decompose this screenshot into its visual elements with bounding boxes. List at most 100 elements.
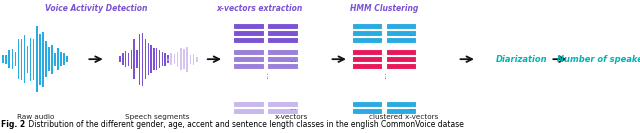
- Bar: [6, 55, 7, 64]
- Text: HMM Clustering: HMM Clustering: [350, 4, 418, 13]
- Bar: [268, 49, 298, 55]
- Bar: [352, 101, 383, 107]
- Bar: [136, 50, 138, 68]
- Bar: [45, 41, 47, 77]
- Bar: [186, 47, 188, 72]
- Text: ...: ...: [408, 55, 415, 64]
- Bar: [133, 39, 135, 79]
- Bar: [122, 53, 124, 65]
- Bar: [33, 39, 35, 80]
- Text: Voice Activity Detection: Voice Activity Detection: [45, 4, 147, 13]
- Text: ...: ...: [380, 71, 388, 79]
- Bar: [119, 56, 121, 63]
- Bar: [18, 39, 19, 79]
- Bar: [385, 63, 417, 69]
- Bar: [385, 101, 417, 107]
- Bar: [51, 45, 52, 74]
- Bar: [12, 49, 13, 69]
- Text: Fig. 2: Fig. 2: [1, 120, 26, 129]
- Bar: [145, 39, 146, 79]
- Bar: [150, 45, 152, 73]
- Bar: [385, 108, 417, 114]
- Bar: [67, 56, 68, 62]
- Bar: [30, 38, 31, 81]
- Bar: [352, 37, 383, 43]
- Bar: [352, 49, 383, 55]
- Text: ...: ...: [408, 29, 415, 38]
- Bar: [142, 33, 143, 86]
- Text: ...: ...: [289, 55, 297, 64]
- Bar: [125, 51, 126, 67]
- Bar: [234, 49, 264, 55]
- Bar: [167, 55, 169, 63]
- Bar: [63, 53, 65, 65]
- Bar: [352, 56, 383, 62]
- Bar: [196, 57, 198, 62]
- Bar: [177, 52, 179, 67]
- Text: Diarization: Diarization: [496, 55, 547, 64]
- Bar: [352, 63, 383, 69]
- Bar: [193, 53, 195, 65]
- Bar: [42, 32, 44, 87]
- Bar: [164, 53, 166, 66]
- Bar: [268, 23, 298, 29]
- Bar: [167, 58, 169, 61]
- Bar: [39, 34, 40, 85]
- Bar: [189, 55, 191, 64]
- Bar: [20, 39, 22, 80]
- Bar: [60, 52, 62, 66]
- Text: ...: ...: [408, 103, 415, 112]
- Text: x-vectors extraction: x-vectors extraction: [216, 4, 302, 13]
- Bar: [183, 49, 185, 69]
- Text: ...: ...: [289, 29, 297, 38]
- Bar: [48, 47, 50, 71]
- Text: clustered x-vectors: clustered x-vectors: [369, 114, 438, 120]
- Bar: [57, 48, 59, 70]
- Bar: [36, 26, 38, 92]
- Bar: [234, 23, 264, 29]
- Bar: [234, 37, 264, 43]
- Bar: [3, 55, 4, 63]
- Bar: [385, 37, 417, 43]
- Bar: [234, 108, 264, 114]
- Text: ...: ...: [261, 71, 270, 79]
- Bar: [8, 51, 10, 68]
- Bar: [162, 52, 163, 66]
- Bar: [234, 63, 264, 69]
- Bar: [170, 53, 172, 65]
- Bar: [139, 34, 141, 85]
- Bar: [54, 53, 56, 66]
- Text: Raw audio: Raw audio: [17, 114, 54, 120]
- Bar: [147, 43, 149, 75]
- Text: ...: ...: [289, 103, 297, 112]
- Bar: [385, 49, 417, 55]
- Bar: [352, 108, 383, 114]
- Bar: [180, 48, 182, 70]
- Bar: [385, 56, 417, 62]
- Bar: [159, 50, 160, 68]
- Bar: [268, 37, 298, 43]
- Bar: [153, 48, 155, 70]
- Bar: [234, 56, 264, 62]
- Bar: [268, 101, 298, 107]
- Bar: [128, 53, 129, 66]
- Bar: [268, 30, 298, 36]
- Bar: [173, 54, 175, 64]
- Bar: [234, 101, 264, 107]
- Bar: [385, 30, 417, 36]
- Bar: [234, 30, 264, 36]
- Bar: [24, 35, 26, 83]
- Text: x-vectors: x-vectors: [275, 114, 308, 120]
- Bar: [131, 50, 132, 69]
- Bar: [27, 46, 28, 73]
- Bar: [156, 48, 157, 70]
- Bar: [352, 30, 383, 36]
- Text: Distribution of the different gender, age, accent and sentence length classes in: Distribution of the different gender, ag…: [26, 120, 464, 129]
- Bar: [352, 23, 383, 29]
- Text: Speech segments: Speech segments: [125, 114, 189, 120]
- Bar: [268, 56, 298, 62]
- Bar: [268, 108, 298, 114]
- Bar: [385, 23, 417, 29]
- Text: Number of speakers: Number of speakers: [557, 55, 640, 64]
- Bar: [268, 63, 298, 69]
